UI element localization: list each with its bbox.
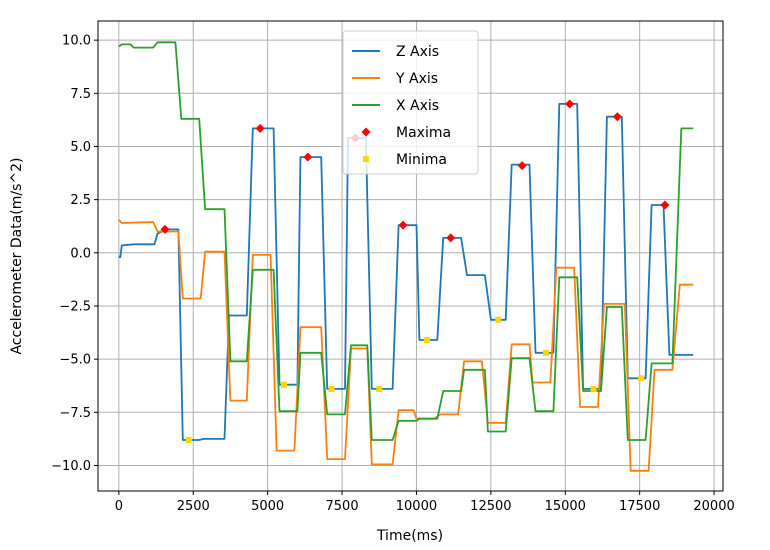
legend-swatch [363,156,369,162]
legend-box [342,30,479,175]
minima-point [590,385,597,392]
minima-point [542,349,549,356]
y-tick-label: 5.0 [70,140,91,155]
legend-label: Z Axis [396,44,439,60]
x-tick-label: 10000 [396,499,437,514]
legend-entry-maxima: Maxima [361,125,451,141]
legend-label: Minima [396,152,447,168]
x-tick-label: 5000 [251,499,284,514]
y-axis-title: Accelerometer Data(m/s^2) [9,157,25,354]
legend-swatch [361,127,371,137]
grid [98,21,723,491]
legend-label: Maxima [396,125,451,141]
minima-point [638,375,645,382]
x-tick-label: 12500 [470,499,511,514]
x-tick-label: 15000 [545,499,586,514]
y-tick-label: −2.5 [59,299,91,314]
plot-frame [97,20,724,492]
legend-entry-x-axis: X Axis [352,98,439,114]
x-tick-label: 0 [115,499,123,514]
y-tick-label: 10.0 [62,34,91,49]
maxima-point [446,233,456,243]
maxima-point [517,161,527,171]
minima-point [376,385,383,392]
maxima-point [255,123,265,133]
legend-entry-minima: Minima [363,152,447,168]
maxima-point [398,220,408,230]
y-tick-label: −10.0 [51,459,91,474]
series-line-y-axis [118,219,694,472]
minima-point [328,385,335,392]
x-axis-title: Time(ms) [376,528,443,544]
y-tick-label: 7.5 [70,87,91,102]
maxima-point [303,152,313,162]
minima-point [281,381,288,388]
y-tick-label: 2.5 [70,193,91,208]
axis-ticks: 0 2500 5000 7500 10000 12500 15000 17500 20000 −1… [51,34,735,514]
x-tick-label: 20000 [693,499,734,514]
legend-entry-z-axis: Z Axis [352,44,439,60]
y-tick-label: −7.5 [59,406,91,421]
y-tick-label: −5.0 [59,353,91,368]
x-tick-label: 17500 [619,499,660,514]
maxima-point [660,200,670,210]
y-tick-label: 0.0 [70,246,91,261]
maxima-point [612,112,622,122]
legend: Z Axis Y Axis X Axis Maxima Minima [342,30,479,175]
maxima-point [160,224,170,234]
minima-point [495,316,502,323]
x-tick-label: 7500 [326,499,359,514]
legend-entry-y-axis: Y Axis [352,71,438,87]
x-tick-label: 2500 [177,499,210,514]
minima-point [185,436,192,443]
legend-label: Y Axis [395,71,438,87]
minima-point [423,337,430,344]
legend-label: X Axis [396,98,439,114]
maxima-point [565,99,575,109]
